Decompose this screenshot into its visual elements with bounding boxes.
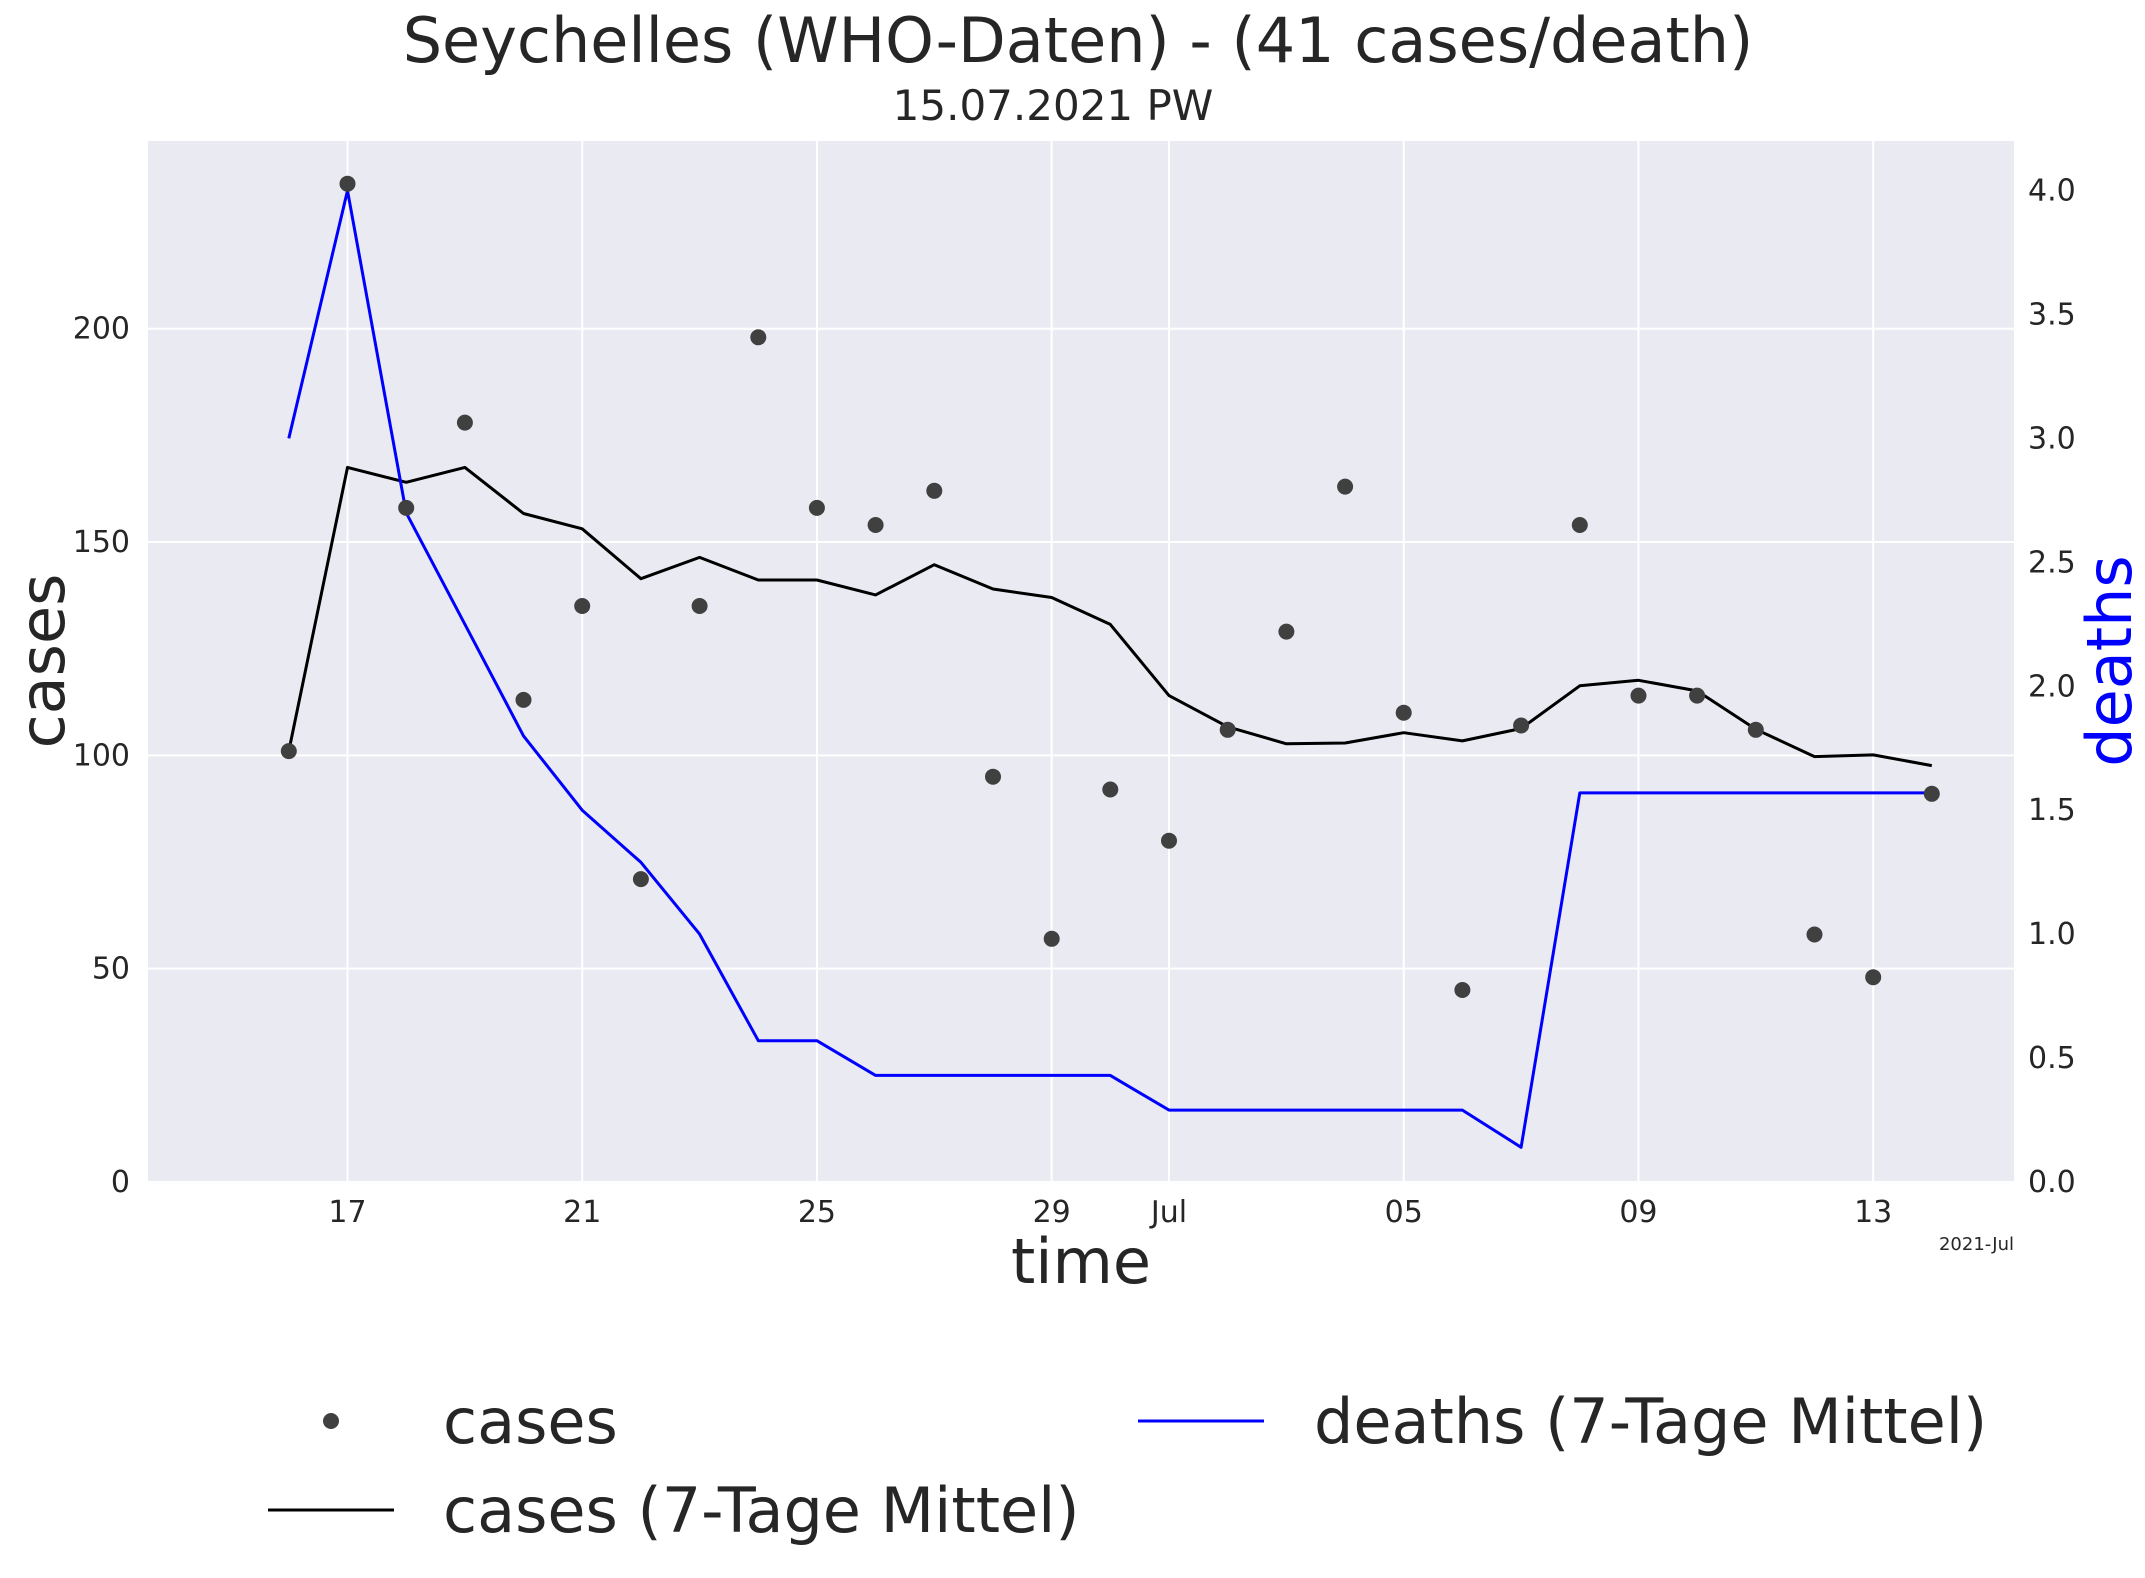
series-line-2 (287, 189, 1932, 1149)
cases-point (985, 768, 1001, 785)
chart-subtitle: 15.07.2021 PW (893, 81, 1214, 130)
x-tick-label: 17 (328, 1195, 366, 1230)
cases-point (867, 517, 884, 533)
cases-point (1571, 517, 1588, 533)
cases-point (339, 175, 356, 192)
y2-tick-label: 3.0 (2028, 421, 2076, 456)
x-offset-label: 2021-Jul (1939, 1234, 2014, 1255)
x-tick-label: 25 (798, 1195, 836, 1230)
cases-point (280, 743, 297, 760)
y2-tick-label: 3.5 (2028, 298, 2076, 333)
x-tick-label: 09 (1619, 1195, 1657, 1230)
y-tick-label: 150 (73, 525, 130, 560)
chart-title: Seychelles (WHO-Daten) - (41 cases/death… (403, 4, 1754, 77)
y2-tick-label: 0.5 (2028, 1041, 2076, 1076)
plot-area (148, 141, 2014, 1182)
y2-tick-label: 2.5 (2028, 545, 2076, 580)
cases-point (1102, 781, 1119, 798)
cases-point (1278, 623, 1295, 640)
cases-point (750, 329, 767, 346)
cases-point (398, 499, 415, 516)
y-axis-label: cases (6, 574, 79, 749)
tick-labels: 17 21 25 29 Jul 05 09 13 0 50 100 150 200 0.0 0.5 1.0 1.… (73, 174, 2076, 1230)
cases-point (1689, 687, 1706, 704)
series-line-1 (287, 465, 1933, 768)
cases-point (1219, 721, 1236, 738)
y-tick-label: 50 (92, 952, 130, 987)
x-tick-label: Jul (1149, 1195, 1187, 1230)
legend: cases cases (7-Tage Mittel) deaths (7-Ta… (268, 1385, 1987, 1547)
legend-label-deaths-avg: deaths (7-Tage Mittel) (1314, 1385, 1987, 1458)
legend-label-cases-avg: cases (7-Tage Mittel) (443, 1474, 1080, 1547)
y2-tick-label: 4.0 (2028, 174, 2076, 209)
cases-point (1043, 930, 1060, 947)
cases-point (1513, 717, 1530, 734)
y-tick-label: 0 (111, 1165, 130, 1200)
cases-point (1395, 704, 1412, 721)
x-tick-label: 05 (1385, 1195, 1423, 1230)
y2-axis-label: deaths (2073, 555, 2145, 766)
x-tick-label: 29 (1033, 1195, 1071, 1230)
x-tick-label: 13 (1854, 1195, 1892, 1230)
data-marks (280, 175, 1940, 1149)
legend-label-cases: cases (443, 1385, 618, 1458)
cases-point (691, 598, 708, 614)
x-axis-label: time (1011, 1225, 1151, 1298)
cases-point (632, 871, 649, 888)
y2-tick-label: 2.0 (2028, 669, 2076, 704)
cases-point (808, 499, 825, 516)
cases-point (515, 691, 532, 708)
y-tick-label: 100 (73, 738, 130, 773)
cases-point (926, 482, 943, 499)
cases-point (1923, 785, 1940, 802)
cases-point (1806, 926, 1823, 943)
y2-tick-label: 1.5 (2028, 793, 2076, 828)
grid (148, 141, 2014, 1183)
y2-tick-label: 1.0 (2028, 917, 2076, 952)
y2-tick-label: 0.0 (2028, 1165, 2076, 1200)
y-tick-label: 200 (73, 312, 130, 347)
cases-point (1161, 832, 1177, 849)
cases-point (1630, 687, 1647, 704)
x-tick-label: 21 (563, 1195, 601, 1230)
cases-point (1747, 721, 1764, 738)
cases-point (456, 414, 473, 431)
cases-point (1865, 969, 1882, 986)
legend-marker-cases (323, 1413, 339, 1429)
cases-point (1454, 982, 1471, 998)
cases-point (1337, 478, 1354, 495)
cases-point (574, 598, 591, 614)
